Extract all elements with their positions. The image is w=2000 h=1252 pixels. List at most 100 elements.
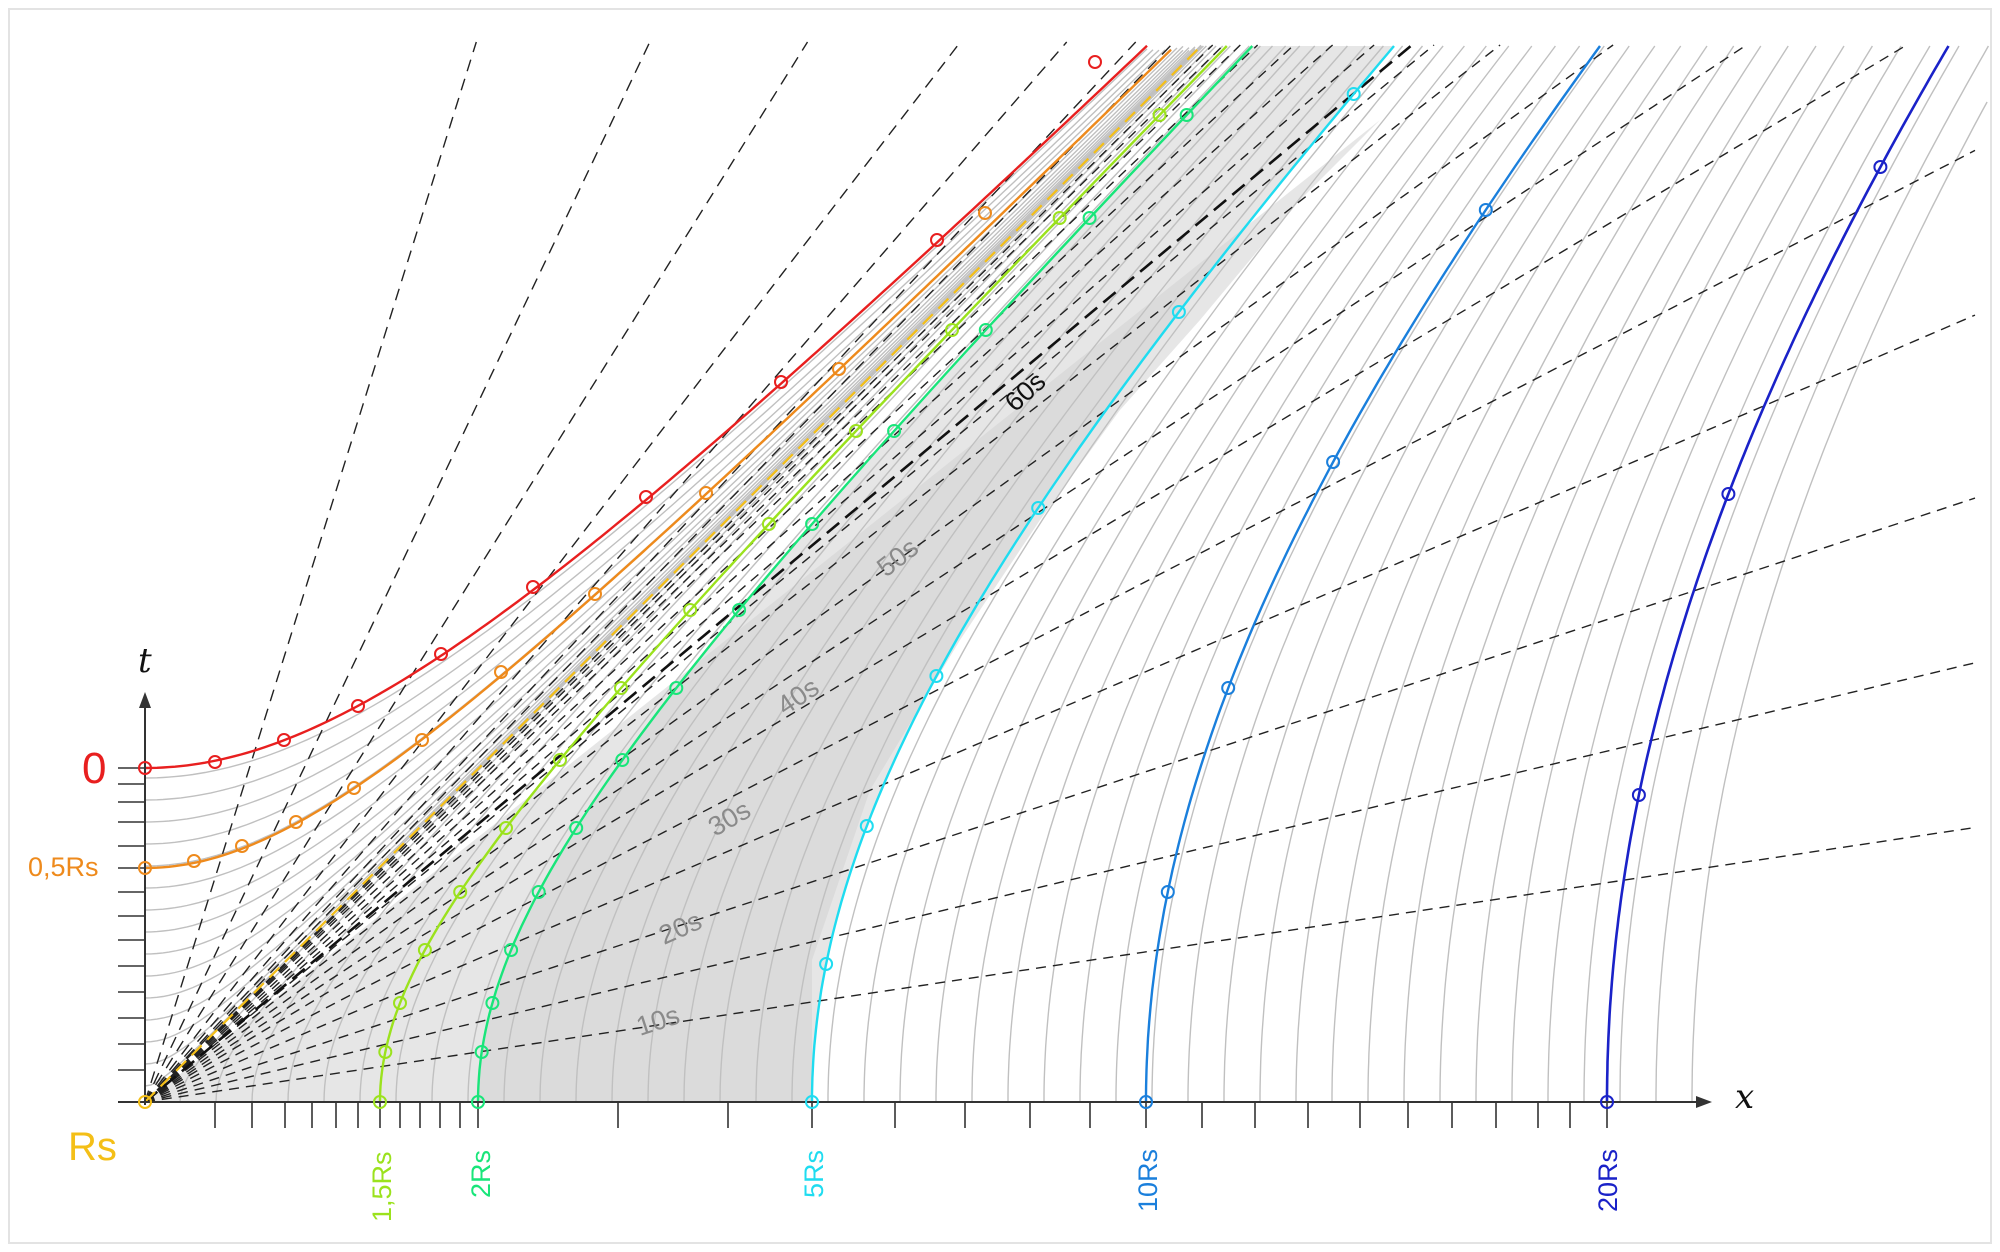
worldline-5rs [810,45,1395,1102]
grid-hyperbola [1115,45,1581,1102]
grid-hyperbola-inner [144,49,1166,845]
grid-hyperbola [1511,45,1873,1102]
time-line-steep [144,41,1175,1103]
time-line [144,826,1976,1103]
t-axis-label: t [138,641,152,681]
grid-hyperbola-inner [144,46,1196,999]
worldline-marker [1326,455,1341,469]
worldline-marker [1082,211,1097,225]
worldline-marker [1139,1095,1153,1109]
grid-hyperbola-inner [144,49,1196,1043]
label-1-5rs: 1,5Rs [367,1151,397,1222]
worldline-marker [277,733,291,747]
worldline-marker [499,821,513,835]
worldline-marker [471,1095,485,1109]
time-line [144,149,1976,1103]
worldline-marker [1873,160,1888,174]
grid-hyperbola [395,45,1231,1103]
worldline-marker [805,517,820,531]
worldline-marker [347,781,361,795]
worldline-marker [138,761,152,775]
time-line [144,44,1214,1103]
worldline-marker [683,603,698,617]
grid-hyperbola-inner [144,48,1196,1021]
worldline-marker [138,861,152,875]
worldline-marker [434,647,448,661]
grid-hyperbola [1367,45,1762,1102]
worldline-marker [859,819,874,833]
grid-hyperbola [1403,45,1789,1102]
time-lines [144,41,1976,1103]
worldline-marker [531,885,546,899]
grid-hyperbola [611,45,1301,1103]
grid-hyperbola [287,45,1212,1103]
worldline-marker [494,665,508,679]
grid-hyperbola [791,45,1384,1102]
worldline-marker [978,206,992,220]
grid-hyperbola [899,45,1444,1102]
label-half: 0,5Rs [28,852,99,882]
worldline-marker [208,755,222,769]
worldline-marker [504,943,519,957]
time-line [144,44,1375,1103]
grid-hyperbola [863,45,1424,1102]
worldline-marker [805,1095,819,1109]
grid-hyperbola [1691,101,1988,1102]
worldline-marker [1721,487,1736,501]
worldline-marker [615,753,630,767]
grid-hyperbola [935,45,1465,1102]
grid-hyperbola [971,45,1487,1102]
worldline-marker [699,486,713,500]
t-axis-arrow [139,692,151,708]
time-line [144,44,1334,1103]
grid-hyperbola-inner [144,45,1184,911]
grid-hyperbola [827,45,1404,1102]
worldline-marker [1160,885,1175,899]
worldline-marker [289,815,303,829]
worldline-marker [761,517,776,531]
axes: x t [118,641,1754,1117]
grid-hyperbola [719,45,1348,1103]
grid-hyperbola-inner [144,47,1190,955]
grid-hyperbola [575,45,1287,1103]
grid-hyperbola [1043,45,1533,1102]
worldline-marker [351,699,365,713]
worldline-marker [453,885,468,899]
label-2rs: 2Rs [466,1150,496,1198]
grid-hyperbola-inner [144,48,1148,779]
worldline-marker [1052,211,1067,225]
grid-hyperbola [323,45,1217,1103]
grid-hyperbola [1151,45,1605,1102]
worldline-marker [1631,788,1646,802]
figure-frame [8,8,1992,1244]
worldline-marker [945,323,959,337]
time-line [144,44,1747,1103]
shade-dark [145,120,1380,1102]
worldline-marker [569,821,584,835]
worldline-marker [1221,681,1236,695]
worldline-marker [553,753,567,767]
grid-hyperbola [1259,45,1682,1102]
worldline-marker [373,1095,387,1109]
grid-hyperbola [503,45,1261,1103]
worldline-marker [526,580,540,594]
grid-hyperbola [1331,45,1735,1102]
grid-hyperbola [755,45,1366,1103]
time-line [144,497,1976,1103]
label-zero: 0 [82,744,106,793]
worldline-marker [235,839,249,853]
label-10rs: 10Rs [1133,1149,1163,1212]
worldline-zero [144,44,1148,770]
grid-hyperbola [1475,45,1845,1102]
worldline-marker [187,854,201,868]
worldline-marker [849,424,863,438]
label-5rs: 5Rs [799,1150,829,1198]
time-line-steep [144,41,961,1103]
worldline-marker [474,1045,489,1059]
x-axis-arrow [1696,1096,1712,1108]
worldline-marker [393,996,407,1010]
worldline-markers [138,55,1888,1109]
worldline-10rs [1144,45,1601,1102]
worldline-half [144,48,1172,870]
